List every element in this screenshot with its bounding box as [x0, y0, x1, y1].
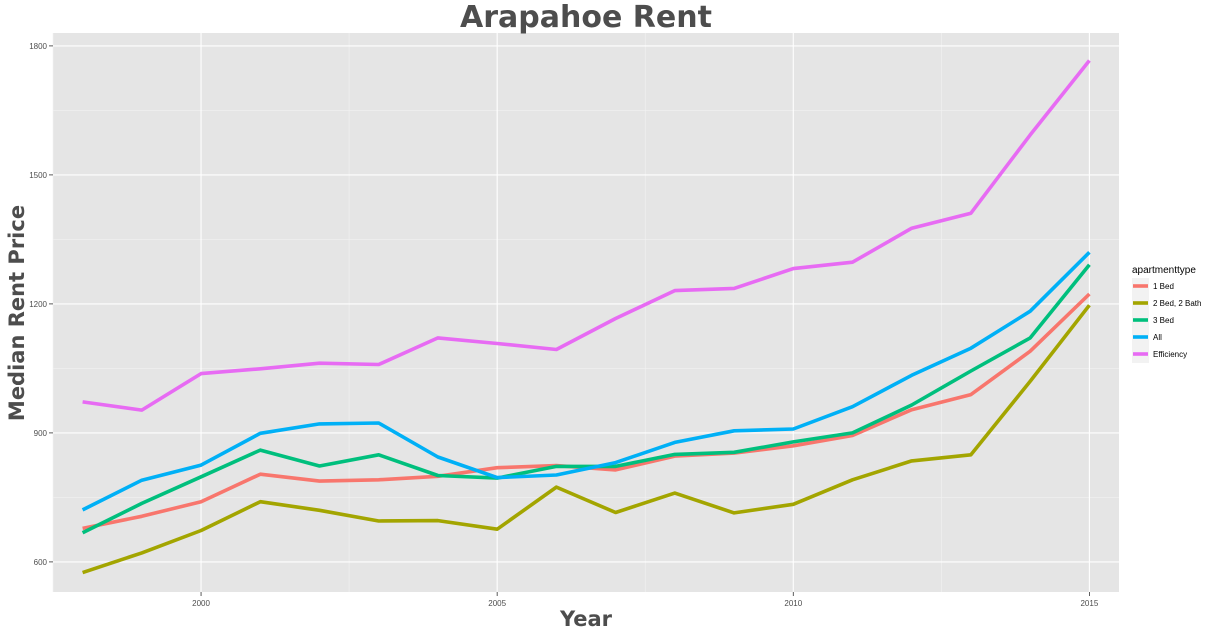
- x-axis-title: Year: [559, 607, 613, 631]
- x-tick-label: 2010: [784, 599, 802, 608]
- series-line-2-bed-2-bath: [82, 304, 1091, 575]
- legend: apartmenttype 1 Bed 2 Bed, 2 Bath 3 Bed All…: [1132, 265, 1201, 363]
- y-tick-label: 600: [34, 558, 48, 567]
- y-tick-label: 900: [34, 429, 48, 438]
- legend-label-3-bed: 3 Bed: [1153, 316, 1174, 325]
- chart-title: Arapahoe Rent: [460, 0, 712, 35]
- plot-panel: [53, 33, 1119, 592]
- x-tick-label: 2005: [488, 599, 506, 608]
- grid: [52, 33, 1119, 592]
- y-tick-label: 1500: [29, 171, 47, 180]
- series-line-3-bed: [81, 263, 1091, 535]
- x-tick-label: 2015: [1080, 599, 1098, 608]
- legend-title: apartmenttype: [1132, 265, 1196, 276]
- x-tick-label: 2000: [192, 599, 210, 608]
- series-lines: [81, 59, 1091, 575]
- legend-label-2-bed-2-bath: 2 Bed, 2 Bath: [1153, 299, 1201, 308]
- y-tick-label: 1800: [29, 42, 47, 51]
- y-axis: 600 900 1200 1500 1800: [29, 42, 53, 567]
- y-tick-label: 1200: [29, 300, 47, 309]
- legend-label-1-bed: 1 Bed: [1153, 282, 1174, 291]
- legend-label-efficiency: Efficiency: [1153, 350, 1187, 359]
- series-line-efficiency: [82, 59, 1091, 412]
- y-axis-title: Median Rent Price: [5, 205, 29, 421]
- legend-label-all: All: [1153, 333, 1162, 342]
- x-axis: 2000 2005 2010 2015: [192, 592, 1099, 608]
- series-line-all: [81, 251, 1091, 512]
